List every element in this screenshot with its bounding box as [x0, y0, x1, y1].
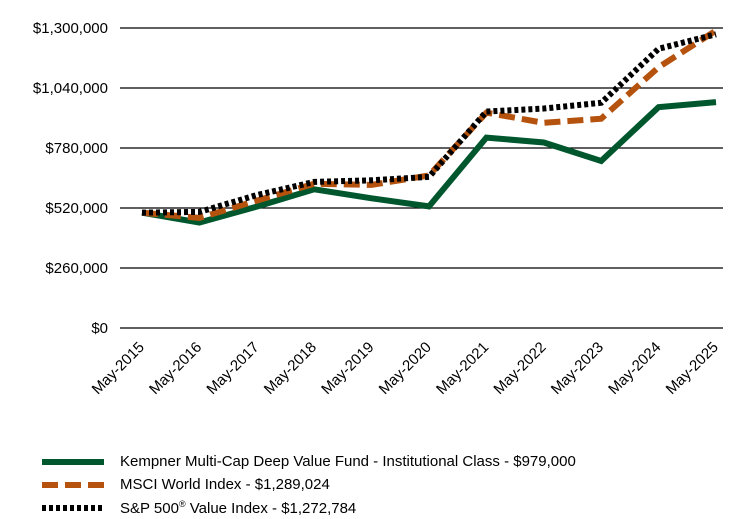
- legend-swatch-solid: [42, 458, 104, 465]
- line-chart: $0 $260,000 $520,000 $780,000 $1,040,000 $1,3…: [33, 20, 723, 398]
- legend-item: Kempner Multi-Cap Deep Value Fund - Inst…: [42, 450, 576, 473]
- x-tick-label: May-2020: [376, 339, 435, 398]
- legend-label: S&P 500® Value Index - $1,272,784: [120, 498, 357, 517]
- series-line-solid: [141, 99, 717, 226]
- x-tick-label: May-2019: [318, 339, 377, 398]
- legend: Kempner Multi-Cap Deep Value Fund - Inst…: [42, 450, 576, 519]
- legend-item: MSCI World Index - $1,289,024: [42, 473, 576, 496]
- x-tick-label: May-2022: [490, 339, 549, 398]
- x-tick-label: May-2016: [146, 339, 205, 398]
- legend-label: MSCI World Index - $1,289,024: [120, 476, 330, 493]
- series-line-dotted: [141, 31, 717, 216]
- x-tick-label: May-2018: [261, 339, 320, 398]
- x-tick-label: May-2023: [548, 339, 607, 398]
- x-tick-label: May-2015: [89, 339, 148, 398]
- y-tick-label: $520,000: [45, 200, 108, 217]
- legend-swatch-dashed: [42, 481, 104, 488]
- legend-swatch-dotted: [42, 504, 104, 511]
- x-tick-label: May-2025: [663, 339, 722, 398]
- y-tick-label: $780,000: [45, 140, 108, 157]
- y-tick-label: $260,000: [45, 260, 108, 277]
- y-tick-label: $0: [91, 320, 108, 337]
- y-tick-label: $1,300,000: [33, 20, 108, 37]
- legend-item: S&P 500® Value Index - $1,272,784: [42, 496, 576, 519]
- legend-label: Kempner Multi-Cap Deep Value Fund - Inst…: [120, 453, 576, 470]
- y-tick-label: $1,040,000: [33, 80, 108, 97]
- x-tick-label: May-2024: [605, 339, 664, 398]
- x-tick-label: May-2017: [203, 339, 262, 398]
- series-line-dashed: [141, 28, 718, 221]
- x-tick-label: May-2021: [433, 339, 492, 398]
